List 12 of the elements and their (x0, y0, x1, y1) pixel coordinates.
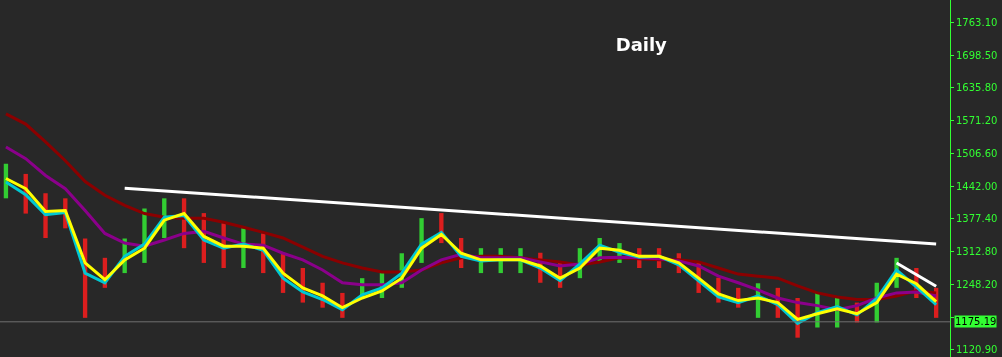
y-tick-label: 1312.80 (956, 246, 998, 258)
y-tick-label: 1248.20 (956, 279, 998, 291)
text: Daily (615, 34, 668, 56)
y-tick-label: 1698.50 (956, 50, 998, 62)
y-tick-label: 1571.20 (956, 114, 998, 126)
y-tick-label: 1506.60 (956, 147, 998, 159)
y-tick-label: 1377.40 (956, 213, 998, 225)
y-tick-label: 1442.00 (956, 180, 998, 192)
y-tick-label: 1635.80 (956, 82, 998, 94)
y-tick-label: 1763.10 (956, 17, 998, 29)
ref-line-label: 1175.19 (955, 316, 997, 327)
y-tick-label: 1120.90 (956, 343, 998, 355)
